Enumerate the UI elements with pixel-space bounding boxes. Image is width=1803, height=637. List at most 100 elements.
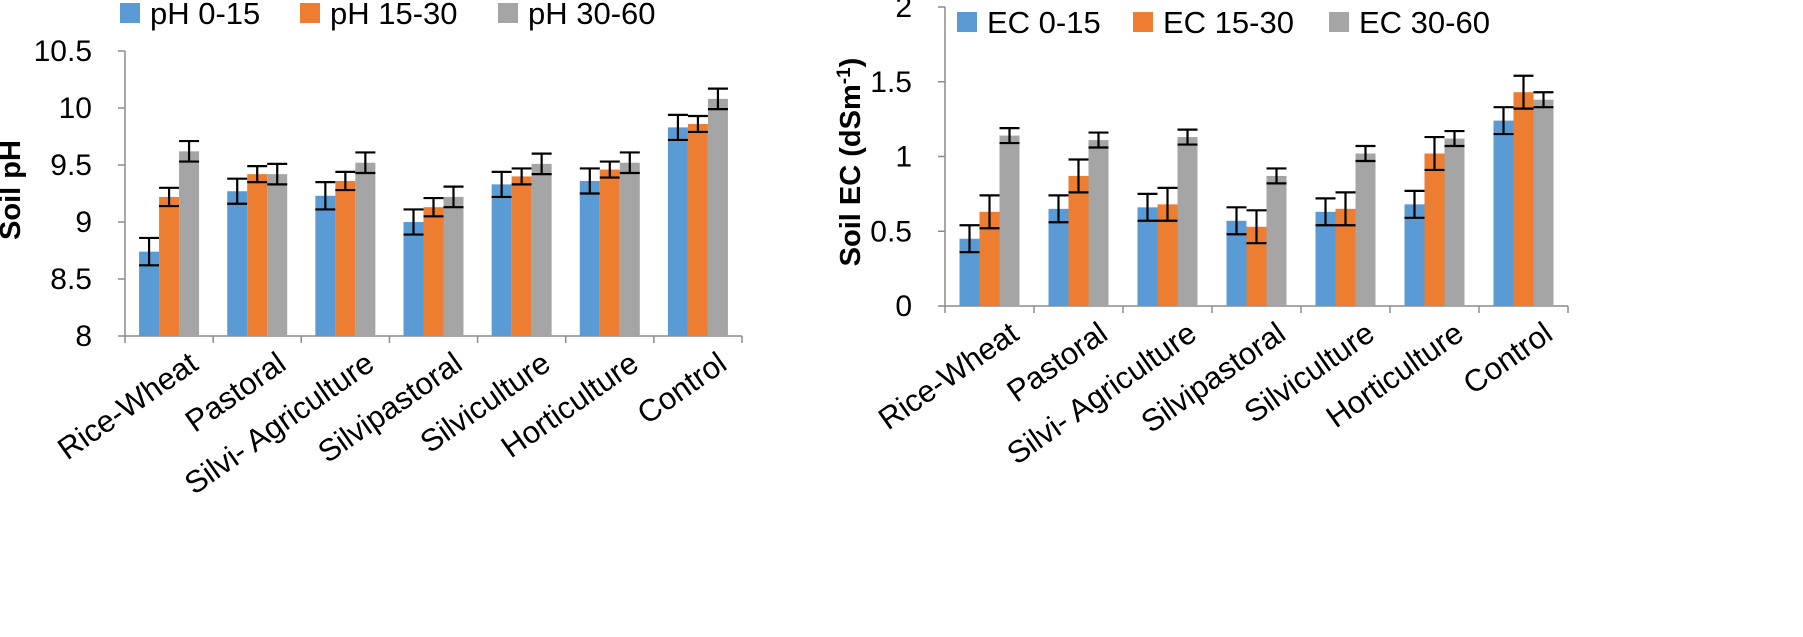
- ph-error-bar: [315, 181, 336, 211]
- ec-legend-label: EC 0-15: [987, 5, 1101, 40]
- ph-legend-swatch: [498, 3, 518, 23]
- ec-legend-swatch: [1329, 12, 1349, 32]
- ec-bar: [1533, 99, 1554, 306]
- ec-error-bar: [1088, 131, 1109, 149]
- ph-error-bar: [491, 170, 512, 199]
- ec-bar: [959, 238, 980, 306]
- ec-legend-label: EC 30-60: [1359, 5, 1490, 40]
- ec-error-bar: [1404, 189, 1425, 219]
- ec-error-bar: [1266, 167, 1287, 185]
- ec-bar: [1177, 137, 1198, 306]
- ph-bar: [687, 123, 708, 337]
- ph-y-tick-label: 9.5: [50, 149, 92, 182]
- ph-error-bar: [159, 186, 180, 208]
- ph-error-bar: [599, 160, 620, 179]
- ec-y-axis-title: Soil EC (dSm-1): [834, 58, 867, 267]
- ph-y-axis-title: Soil pH: [0, 140, 27, 240]
- ec-legend-item: EC 0-15: [957, 5, 1101, 40]
- ec-error-bar: [1226, 206, 1247, 236]
- ec-error-bar: [1246, 209, 1267, 245]
- ph-bar: [139, 251, 160, 336]
- ph-y-tick-label: 10.5: [34, 35, 92, 68]
- ec-bar: [1355, 153, 1376, 306]
- ec-category-label: Control: [1457, 315, 1559, 401]
- ec-legend-swatch: [1133, 12, 1153, 32]
- ph-error-bar: [179, 139, 200, 163]
- ec-bar: [1068, 175, 1089, 306]
- ec-legend-swatch: [957, 12, 977, 32]
- ph-error-bar: [403, 208, 424, 236]
- ph-bar: [159, 196, 180, 336]
- ph-error-bar: [335, 170, 356, 192]
- ph-legend-item: pH 0-15: [120, 0, 260, 31]
- ec-bar: [1513, 92, 1534, 306]
- ph-bar: [335, 180, 356, 336]
- ec-bar: [1137, 207, 1158, 306]
- ec-error-bar: [1315, 197, 1336, 227]
- ec-bar: [1246, 226, 1267, 306]
- ph-legend-swatch: [120, 3, 140, 23]
- ph-error-bar: [139, 236, 160, 267]
- ec-error-bar: [1137, 192, 1158, 222]
- ph-bar: [619, 162, 640, 336]
- ph-error-bar: [619, 151, 640, 175]
- ph-error-bar: [423, 196, 444, 218]
- ph-bar: [531, 163, 552, 336]
- ec-bar: [979, 211, 1000, 306]
- ph-legend-label: pH 0-15: [150, 0, 260, 31]
- ph-y-tick-label: 8.5: [50, 263, 92, 296]
- ec-bar: [1226, 220, 1247, 306]
- ph-error-bar: [707, 87, 728, 111]
- ec-legend-item: EC 30-60: [1329, 5, 1490, 40]
- ph-error-bar: [247, 165, 268, 184]
- ph-bar: [179, 151, 200, 336]
- ec-y-tick-label: 0.5: [870, 215, 912, 248]
- ph-bar: [707, 98, 728, 336]
- ph-bar: [267, 174, 288, 336]
- ph-bar: [443, 196, 464, 336]
- ec-error-bar: [1177, 128, 1198, 146]
- ec-error-bar: [1048, 194, 1069, 224]
- ph-bar: [355, 162, 376, 336]
- ec-bar: [1335, 208, 1356, 306]
- ec-legend-item: EC 15-30: [1133, 5, 1294, 40]
- ec-error-bar: [1444, 129, 1465, 148]
- ec-bar: [999, 135, 1020, 306]
- ph-error-bar: [355, 151, 376, 175]
- ec-bar: [1424, 153, 1445, 306]
- ec-y-tick-label: 1.5: [870, 66, 912, 99]
- ph-bar: [511, 176, 532, 336]
- ec-bar: [1266, 175, 1287, 306]
- ec-error-bar: [1068, 158, 1089, 194]
- ec-category-label: Rice-Wheat: [872, 315, 1025, 437]
- ec-error-bar: [1424, 135, 1445, 172]
- ph-error-bar: [443, 185, 464, 209]
- ph-error-bar: [579, 167, 600, 195]
- ec-bar: [1157, 204, 1178, 306]
- ec-bar: [1444, 138, 1465, 306]
- ph-bar: [423, 207, 444, 336]
- ec-bar: [1493, 120, 1514, 307]
- ec-error-bar: [959, 224, 980, 254]
- ec-bar: [1315, 211, 1336, 306]
- ph-legend-item: pH 30-60: [498, 0, 656, 31]
- ph-bar: [403, 222, 424, 336]
- ph-error-bar: [511, 167, 532, 186]
- ph-error-bar: [687, 114, 708, 134]
- ec-error-bar: [1513, 74, 1534, 110]
- ph-bar: [315, 195, 336, 336]
- ph-bar: [667, 127, 688, 336]
- ec-bar: [1404, 204, 1425, 306]
- ec-error-bar: [979, 194, 1000, 230]
- ec-error-bar: [1157, 186, 1178, 222]
- ec-y-tick-label: 2: [895, 0, 912, 24]
- ph-y-tick-label: 10: [59, 92, 92, 125]
- ec-error-bar: [1335, 191, 1356, 227]
- ec-y-tick-label: 0: [895, 290, 912, 323]
- ph-bar: [247, 174, 268, 336]
- ph-legend-label: pH 30-60: [528, 0, 656, 31]
- ec-bar: [1088, 140, 1109, 306]
- ph-category-label: Rice-Wheat: [51, 345, 204, 467]
